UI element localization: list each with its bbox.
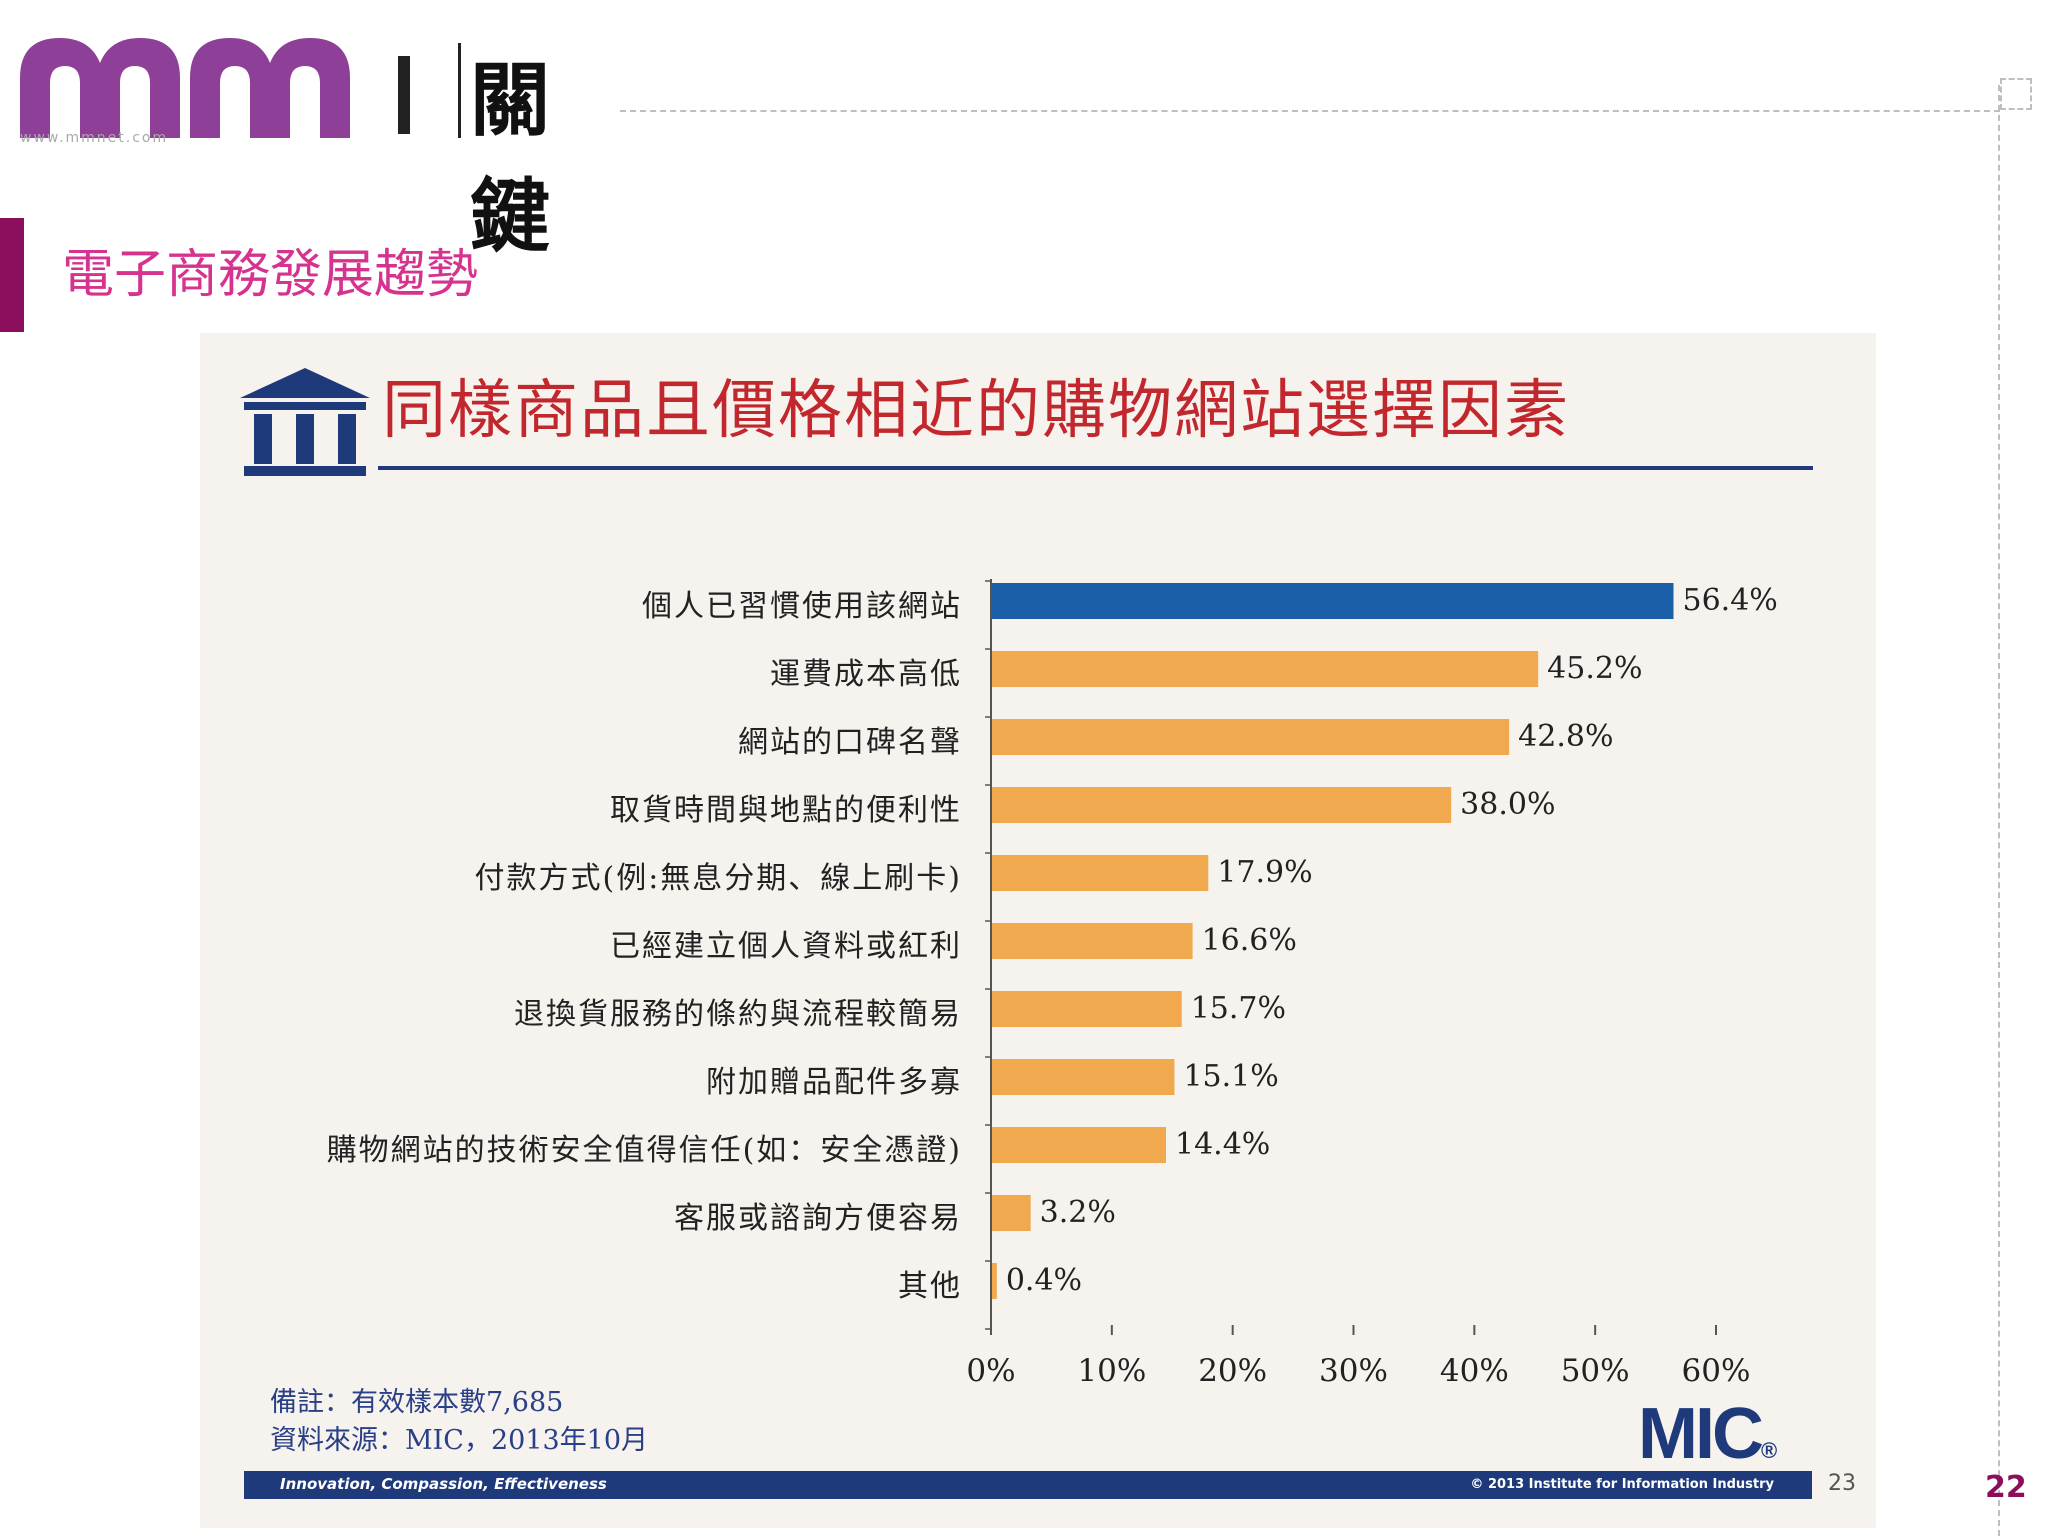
category-label: 其他 (898, 1269, 962, 1304)
bar (992, 719, 1510, 755)
bar-chart: 0% 10% 20% 30% 40% 50% 60% 個人已習慣使用該網站 56.4% 運費成本高… (200, 333, 1876, 1528)
data-label: 42.8% (1518, 719, 1614, 754)
x-tick-label: 40% (1439, 1353, 1509, 1389)
category-label: 客服或諮詢方便容易 (674, 1201, 962, 1236)
bar (992, 787, 1452, 823)
bar (992, 923, 1193, 959)
x-tick-label: 0% (966, 1353, 1016, 1389)
data-label: 17.9% (1217, 855, 1313, 890)
data-label: 56.4% (1682, 583, 1778, 618)
slide-footer: Innovation, Compassion, Effectiveness © … (244, 1471, 1812, 1499)
slide-image: 同樣商品且價格相近的購物網站選擇因素 0% 10% 20% 30% 40% 50% 60% 個… (200, 333, 1876, 1528)
category-label: 已經建立個人資料或紅利 (610, 929, 962, 964)
x-tick-label: 10% (1077, 1353, 1147, 1389)
bar (992, 583, 1674, 619)
category-label: 購物網站的技術安全值得信任(如：安全憑證) (326, 1133, 962, 1168)
logo-mark-icon (20, 38, 350, 138)
bank-icon (240, 368, 370, 476)
data-label: 45.2% (1547, 651, 1643, 686)
category-label: 個人已習慣使用該網站 (642, 589, 962, 624)
category-label: 付款方式(例:無息分期、線上刷卡) (474, 861, 962, 896)
x-tick-label: 30% (1319, 1353, 1388, 1389)
bar (992, 651, 1539, 687)
page-number: 22 (1985, 1470, 2027, 1505)
data-label: 15.1% (1183, 1059, 1279, 1094)
x-tick-label: 50% (1560, 1353, 1630, 1389)
dashed-rule-vertical (1998, 85, 2000, 1536)
footer-copyright: © 2013 Institute for Information Industr… (1470, 1477, 1774, 1492)
logo-subtext: www.mmnet.com (20, 130, 169, 146)
title-underline (378, 466, 1813, 470)
bar (992, 855, 1209, 891)
footer-tagline: Innovation, Compassion, Effectiveness (280, 1475, 607, 1493)
logo-divider (398, 56, 410, 134)
data-label: 38.0% (1460, 787, 1556, 822)
category-label: 網站的口碑名聲 (738, 725, 962, 760)
bar (992, 1127, 1166, 1163)
data-label: 3.2% (1039, 1195, 1116, 1230)
dashed-rule-horizontal (620, 110, 2000, 112)
source-note: 資料來源：MIC，2013年10月 (270, 1425, 649, 1456)
data-label: 0.4% (1005, 1263, 1083, 1298)
x-tick-label: 60% (1681, 1353, 1751, 1389)
slide-number: 23 (1828, 1471, 1856, 1496)
data-label: 15.7% (1190, 991, 1287, 1026)
mic-logo-text: MIC (1638, 1394, 1764, 1474)
data-label: 14.4% (1175, 1127, 1271, 1162)
bar (992, 1263, 997, 1299)
logo-divider-thin (458, 43, 461, 138)
bar (992, 991, 1182, 1027)
section-title: 電子商務發展趨勢 (62, 245, 479, 305)
corner-marker (2000, 78, 2032, 110)
mic-logo: MIC® (1638, 1393, 1777, 1475)
bar (992, 1195, 1031, 1231)
logo: 關鍵 www.mmnet.com (20, 18, 620, 263)
bar (992, 1059, 1175, 1095)
sample-note: 備註：有效樣本數7,685 (270, 1387, 564, 1418)
category-label: 退換貨服務的條約與流程較簡易 (514, 997, 962, 1032)
slide-title: 同樣商品且價格相近的購物網站選擇因素 (382, 374, 1570, 448)
category-label: 附加贈品配件多寡 (706, 1065, 962, 1100)
category-label: 取貨時間與地點的便利性 (610, 793, 962, 828)
data-label: 16.6% (1201, 923, 1297, 958)
category-label: 運費成本高低 (770, 657, 962, 692)
mic-logo-mark: ® (1760, 1438, 1778, 1463)
logo-text: 關鍵 (470, 53, 554, 263)
section-accent-bar (0, 218, 24, 332)
x-tick-label: 20% (1198, 1353, 1268, 1389)
chart-canvas (985, 579, 1717, 1335)
